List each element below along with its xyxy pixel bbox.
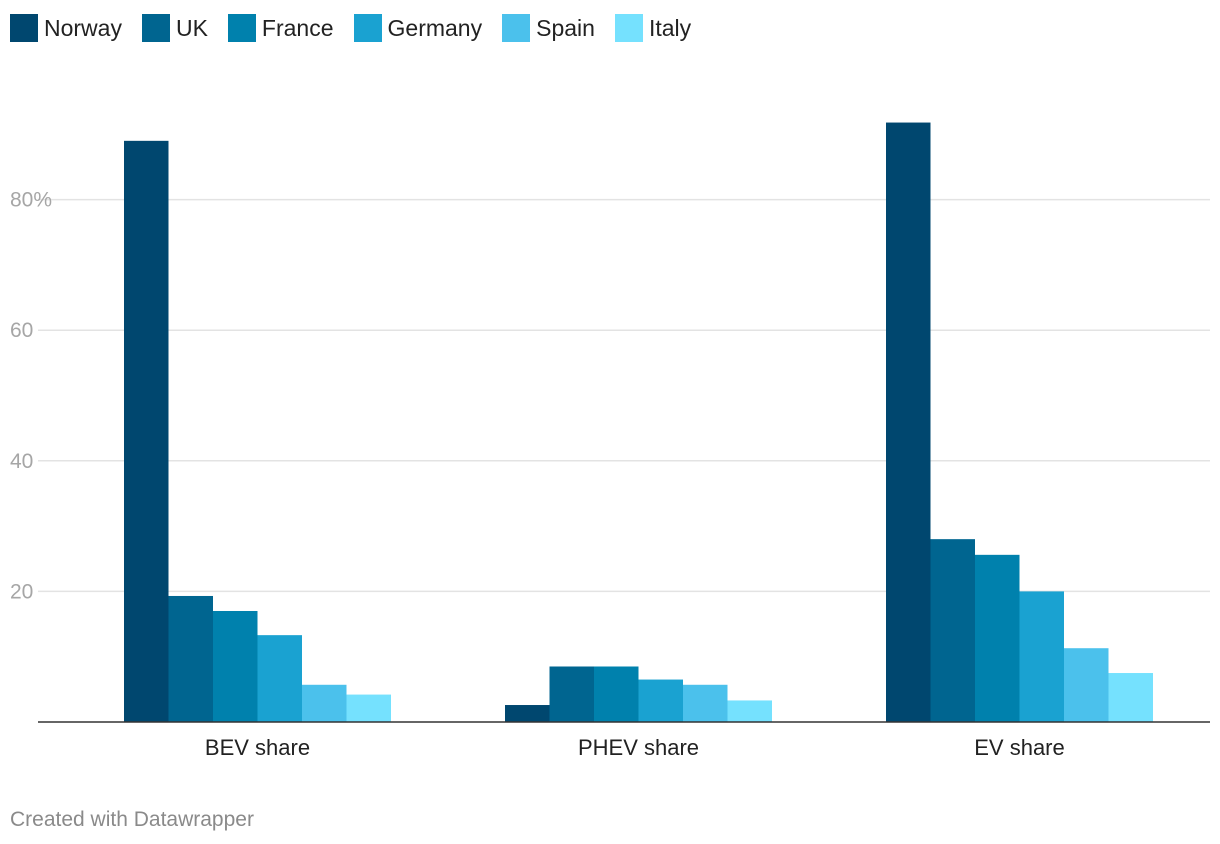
bar-bev-share-france: [213, 610, 258, 722]
bars: [124, 122, 1153, 722]
x-tick-label-bev-share: BEV share: [205, 735, 310, 760]
bar-bev-share-uk: [168, 595, 213, 722]
legend-item-france: France: [227, 14, 334, 42]
bar-bev-share-norway: [124, 140, 169, 722]
legend-swatch-uk: [141, 14, 170, 42]
legend-label-italy: Italy: [648, 14, 692, 41]
legend-label-uk: UK: [175, 14, 208, 41]
bar-phev-share-germany: [638, 679, 683, 722]
bar-ev-share-france: [975, 554, 1020, 722]
bar-bev-share-germany: [257, 635, 302, 722]
legend-item-italy: Italy: [614, 14, 692, 42]
bar-phev-share-italy: [727, 700, 772, 722]
bar-phev-share-france: [594, 666, 639, 722]
legend-swatch-italy: [614, 14, 643, 42]
footer-credit: Created with Datawrapper: [10, 808, 254, 831]
legend-swatch-germany: [353, 14, 382, 42]
legend-label-france: France: [261, 14, 334, 41]
bar-ev-share-italy: [1108, 673, 1153, 722]
bar-ev-share-germany: [1019, 591, 1064, 722]
legend-label-germany: Germany: [387, 14, 483, 41]
legend-item-spain: Spain: [502, 14, 595, 42]
legend: Norway UK France Germany Spain Italy: [10, 12, 711, 44]
legend-item-uk: UK: [141, 14, 208, 42]
y-tick-label-80: 80%: [10, 189, 52, 212]
legend-label-spain: Spain: [536, 14, 595, 41]
x-tick-label-ev-share: EV share: [974, 735, 1065, 760]
y-tick-label-60: 60: [10, 319, 33, 342]
bar-bev-share-spain: [302, 684, 347, 722]
legend-label-norway: Norway: [44, 14, 122, 41]
bar-ev-share-spain: [1064, 648, 1109, 722]
bar-phev-share-spain: [683, 684, 728, 722]
legend-swatch-spain: [502, 14, 531, 42]
bar-phev-share-norway: [505, 705, 550, 722]
x-axis-labels: BEV share PHEV share EV share: [205, 735, 1065, 760]
bar-ev-share-norway: [886, 122, 931, 722]
legend-swatch-france: [227, 14, 256, 42]
legend-item-norway: Norway: [10, 14, 122, 42]
legend-swatch-norway: [10, 14, 38, 42]
bar-ev-share-uk: [930, 539, 975, 722]
bar-phev-share-uk: [549, 666, 594, 722]
grid-lines: [38, 198, 1210, 593]
x-tick-label-phev-share: PHEV share: [578, 735, 699, 760]
y-tick-label-40: 40: [10, 450, 33, 473]
bar-bev-share-italy: [346, 694, 391, 722]
legend-item-germany: Germany: [353, 14, 483, 42]
y-axis-ticks: 20 40 60 80%: [10, 189, 52, 604]
y-tick-label-20: 20: [10, 580, 33, 603]
